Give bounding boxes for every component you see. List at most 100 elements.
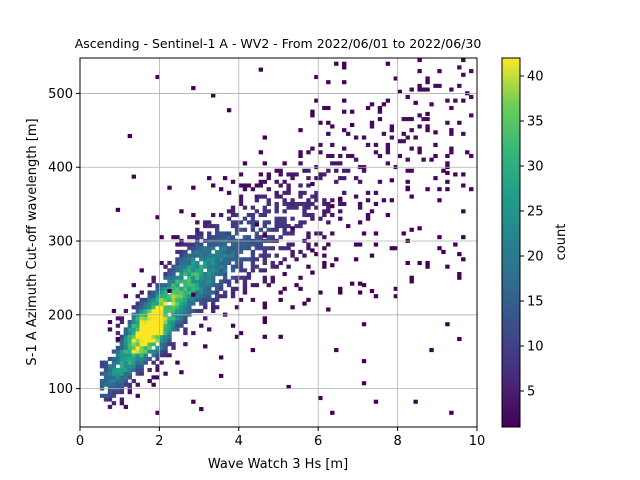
- heatmap-cell: [143, 297, 148, 302]
- heatmap-cell: [274, 253, 279, 258]
- heatmap-cell: [278, 194, 283, 199]
- heatmap-cell: [413, 135, 418, 140]
- heatmap-cell: [167, 331, 172, 336]
- heatmap-cell: [123, 327, 129, 332]
- heatmap-cell: [429, 157, 434, 162]
- heatmap-cell: [258, 67, 264, 72]
- heatmap-cell: [214, 224, 220, 229]
- heatmap-cell: [163, 349, 168, 354]
- heatmap-cell: [461, 58, 466, 63]
- heatmap-cell: [262, 260, 267, 266]
- heatmap-cell: [353, 194, 359, 199]
- heatmap-cell: [425, 187, 430, 192]
- heatmap-cell: [361, 283, 367, 288]
- heatmap-cell: [250, 260, 256, 266]
- heatmap-cell: [381, 102, 387, 107]
- heatmap-cell: [111, 367, 117, 373]
- heatmap-cell: [385, 142, 391, 147]
- heatmap-cell: [230, 205, 236, 210]
- heatmap-cell: [230, 209, 236, 214]
- heatmap-cell: [282, 272, 287, 277]
- heatmap-cell: [226, 216, 232, 221]
- heatmap-cell: [211, 305, 216, 310]
- heatmap-cell: [115, 336, 121, 342]
- heatmap-cell: [389, 198, 395, 203]
- heatmap-cell: [131, 360, 136, 365]
- heatmap-cell: [123, 360, 129, 365]
- heatmap-cell: [286, 187, 291, 192]
- heatmap-cell: [242, 216, 248, 221]
- heatmap-cell: [214, 305, 220, 310]
- heatmap-cell: [119, 390, 125, 395]
- heatmap-cell: [238, 246, 244, 251]
- heatmap-cell: [195, 235, 200, 240]
- heatmap-cell: [230, 323, 236, 328]
- heatmap-cell: [373, 142, 379, 147]
- heatmap-cell: [119, 356, 125, 361]
- heatmap-cell: [437, 83, 442, 88]
- heatmap-cell: [167, 319, 172, 325]
- heatmap-cell: [147, 294, 152, 299]
- heatmap-cell: [322, 201, 327, 206]
- heatmap-cell: [163, 371, 168, 376]
- heatmap-cell: [211, 301, 216, 306]
- heatmap-cell: [103, 382, 109, 387]
- heatmap-cell: [107, 327, 113, 332]
- heatmap-cell: [171, 268, 176, 273]
- heatmap-cell: [183, 319, 188, 325]
- heatmap-cell: [425, 87, 430, 92]
- heatmap-cell: [230, 212, 236, 218]
- heatmap-cell: [357, 201, 363, 206]
- heatmap-cell: [342, 190, 347, 195]
- heatmap-cell: [310, 181, 315, 187]
- heatmap-cell: [254, 209, 260, 214]
- heatmap-cell: [151, 334, 156, 339]
- heatmap-cell: [334, 61, 339, 66]
- heatmap-cell: [155, 316, 160, 321]
- heatmap-cell: [147, 319, 152, 325]
- heatmap-cell: [238, 264, 244, 269]
- heatmap-cell: [187, 260, 192, 266]
- heatmap-cell: [218, 187, 224, 192]
- heatmap-cell: [314, 205, 319, 210]
- heatmap-cell: [119, 401, 125, 406]
- heatmap-cell: [199, 301, 204, 306]
- heatmap-cell: [290, 176, 295, 181]
- heatmap-cell: [183, 305, 188, 310]
- heatmap-cell: [207, 264, 212, 269]
- heatmap-cell: [218, 264, 224, 269]
- heatmap-cell: [445, 179, 450, 184]
- heatmap-cell: [274, 190, 279, 195]
- heatmap-cell: [322, 198, 327, 203]
- heatmap-cell: [361, 322, 367, 327]
- heatmap-cell: [445, 98, 450, 103]
- heatmap-cell: [345, 168, 351, 173]
- heatmap-cell: [342, 65, 347, 70]
- heatmap-cell: [171, 272, 176, 277]
- heatmap-cell: [461, 183, 466, 188]
- heatmap-cell: [135, 345, 140, 350]
- heatmap-cell: [230, 290, 236, 295]
- heatmap-cell: [167, 342, 172, 347]
- heatmap-cell: [199, 272, 204, 277]
- heatmap-cell: [143, 305, 148, 310]
- heatmap-cell: [203, 249, 208, 254]
- heatmap-cell: [203, 283, 208, 288]
- heatmap-cell: [230, 294, 236, 299]
- heatmap-cell: [151, 319, 156, 325]
- heatmap-cell: [306, 231, 311, 236]
- heatmap-cell: [127, 371, 133, 376]
- heatmap-cell: [135, 316, 140, 321]
- heatmap-cell: [183, 260, 188, 266]
- heatmap-cell: [171, 279, 176, 284]
- heatmap-cell: [183, 268, 188, 273]
- heatmap-cell: [230, 257, 236, 262]
- heatmap-cell: [218, 249, 224, 254]
- heatmap-cell: [175, 305, 180, 310]
- heatmap-cell: [179, 297, 184, 302]
- heatmap-cell: [242, 290, 248, 295]
- heatmap-cell: [373, 399, 379, 404]
- heatmap-cell: [163, 275, 168, 280]
- heatmap-cell: [238, 297, 244, 302]
- heatmap-cell: [147, 308, 152, 314]
